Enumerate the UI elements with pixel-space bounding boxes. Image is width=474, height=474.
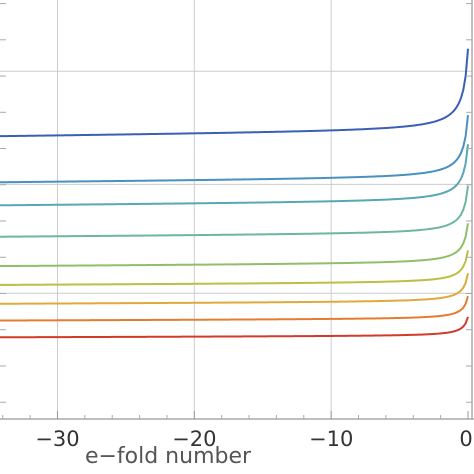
x-tick-label: −30	[35, 427, 79, 451]
grid	[0, 0, 472, 419]
series-line	[0, 185, 469, 238]
x-tick-label: −10	[309, 427, 353, 451]
x-tick-label: 0	[459, 427, 472, 451]
axes	[0, 0, 474, 420]
series-line	[0, 115, 469, 184]
series-line	[0, 316, 469, 339]
series-line	[0, 48, 469, 138]
series-group	[0, 48, 469, 339]
series-line	[0, 144, 469, 207]
series-line	[0, 295, 469, 322]
ticks	[0, 3, 472, 419]
x-axis-label: e−fold number	[85, 444, 252, 469]
series-line	[0, 273, 469, 305]
series-line	[0, 250, 469, 286]
x-tick-label: −20	[172, 427, 216, 451]
x-tick-labels: −30 −20 −10 0	[35, 427, 472, 451]
series-line	[0, 223, 469, 268]
